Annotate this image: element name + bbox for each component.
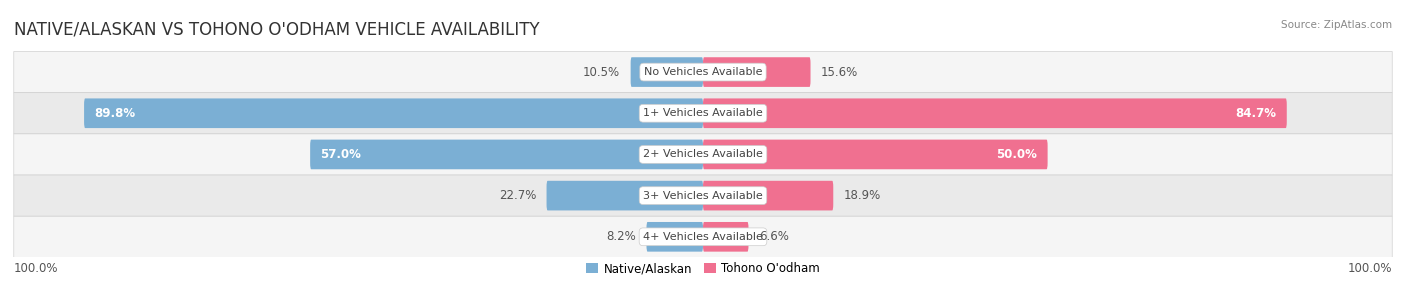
FancyBboxPatch shape xyxy=(311,140,703,169)
Text: NATIVE/ALASKAN VS TOHONO O'ODHAM VEHICLE AVAILABILITY: NATIVE/ALASKAN VS TOHONO O'ODHAM VEHICLE… xyxy=(14,20,540,38)
Text: 18.9%: 18.9% xyxy=(844,189,880,202)
Text: 3+ Vehicles Available: 3+ Vehicles Available xyxy=(643,191,763,200)
FancyBboxPatch shape xyxy=(14,134,1392,175)
Text: 57.0%: 57.0% xyxy=(321,148,361,161)
Text: 100.0%: 100.0% xyxy=(14,262,59,275)
Text: 8.2%: 8.2% xyxy=(606,230,636,243)
Legend: Native/Alaskan, Tohono O'odham: Native/Alaskan, Tohono O'odham xyxy=(581,258,825,280)
FancyBboxPatch shape xyxy=(14,216,1392,257)
Text: 50.0%: 50.0% xyxy=(997,148,1038,161)
Text: 10.5%: 10.5% xyxy=(583,65,620,79)
FancyBboxPatch shape xyxy=(647,222,703,252)
Text: No Vehicles Available: No Vehicles Available xyxy=(644,67,762,77)
FancyBboxPatch shape xyxy=(14,93,1392,134)
Text: 100.0%: 100.0% xyxy=(1347,262,1392,275)
FancyBboxPatch shape xyxy=(14,175,1392,216)
FancyBboxPatch shape xyxy=(703,181,834,210)
Text: 89.8%: 89.8% xyxy=(94,107,135,120)
FancyBboxPatch shape xyxy=(703,222,748,252)
Text: 1+ Vehicles Available: 1+ Vehicles Available xyxy=(643,108,763,118)
FancyBboxPatch shape xyxy=(547,181,703,210)
FancyBboxPatch shape xyxy=(14,51,1392,93)
Text: 4+ Vehicles Available: 4+ Vehicles Available xyxy=(643,232,763,242)
Text: 84.7%: 84.7% xyxy=(1236,107,1277,120)
FancyBboxPatch shape xyxy=(631,57,703,87)
FancyBboxPatch shape xyxy=(703,98,1286,128)
FancyBboxPatch shape xyxy=(703,140,1047,169)
Text: 15.6%: 15.6% xyxy=(821,65,858,79)
Text: 22.7%: 22.7% xyxy=(499,189,536,202)
FancyBboxPatch shape xyxy=(703,57,810,87)
Text: Source: ZipAtlas.com: Source: ZipAtlas.com xyxy=(1281,20,1392,30)
Text: 2+ Vehicles Available: 2+ Vehicles Available xyxy=(643,150,763,159)
Text: 6.6%: 6.6% xyxy=(759,230,789,243)
FancyBboxPatch shape xyxy=(84,98,703,128)
